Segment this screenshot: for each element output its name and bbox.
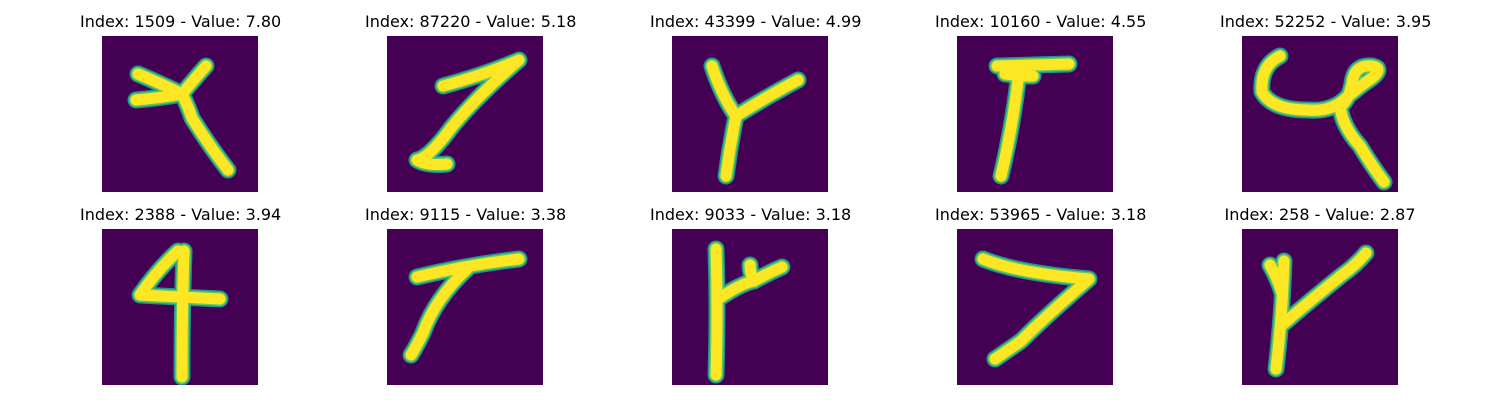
glyph-strokes <box>402 250 528 364</box>
glyph-strokes <box>703 57 807 185</box>
panel-title: Index: 87220 - Value: 5.18 <box>365 12 577 31</box>
glyph-image <box>102 36 258 192</box>
glyph-strokes <box>131 242 229 385</box>
glyph-drawing <box>1261 244 1375 378</box>
glyph-image <box>102 229 258 385</box>
panel-title: Index: 53965 - Value: 3.18 <box>935 205 1147 224</box>
glyph-stroke <box>710 243 788 381</box>
glyph-stroke <box>411 54 525 170</box>
glyph-stroke <box>977 253 1095 365</box>
glyph-drawing <box>1253 47 1393 191</box>
glyph-stroke <box>1256 50 1390 188</box>
glyph-drawing <box>408 51 528 173</box>
glyph-strokes <box>408 51 528 173</box>
glyph-image <box>387 36 543 192</box>
panel-title: Index: 9033 - Value: 3.18 <box>650 205 852 224</box>
glyph-strokes <box>988 55 1078 185</box>
glyph-stroke <box>1264 247 1372 375</box>
glyph-stroke <box>130 60 234 176</box>
glyph-drawing <box>974 250 1098 368</box>
glyph-image <box>957 229 1113 385</box>
glyph-stroke <box>134 245 226 383</box>
glyph-drawing <box>988 55 1078 185</box>
glyph-strokes <box>707 240 791 384</box>
glyph-drawing <box>402 250 528 364</box>
glyph-image <box>387 229 543 385</box>
glyph-drawing <box>127 57 237 179</box>
glyph-drawing <box>707 240 791 384</box>
glyph-stroke <box>991 58 1075 182</box>
panel-title: Index: 1509 - Value: 7.80 <box>80 12 282 31</box>
glyph-strokes <box>1261 244 1375 378</box>
glyph-stroke <box>405 253 525 361</box>
glyph-image <box>957 36 1113 192</box>
glyph-image <box>1242 36 1398 192</box>
glyph-strokes <box>974 250 1098 368</box>
glyph-image <box>1242 229 1398 385</box>
glyph-strokes <box>127 57 237 179</box>
panel-title: Index: 2388 - Value: 3.94 <box>80 205 282 224</box>
glyph-image <box>672 229 828 385</box>
glyph-image <box>672 36 828 192</box>
glyph-drawing <box>131 242 229 385</box>
glyph-drawing <box>703 57 807 185</box>
glyph-strokes <box>1253 47 1393 191</box>
glyph-stroke <box>706 60 804 182</box>
panel-title: Index: 9115 - Value: 3.38 <box>365 205 567 224</box>
panel-title: Index: 258 - Value: 2.87 <box>1224 205 1416 224</box>
panel-title: Index: 52252 - Value: 3.95 <box>1220 12 1432 31</box>
panel-title: Index: 10160 - Value: 4.55 <box>935 12 1147 31</box>
panel-title: Index: 43399 - Value: 4.99 <box>650 12 862 31</box>
